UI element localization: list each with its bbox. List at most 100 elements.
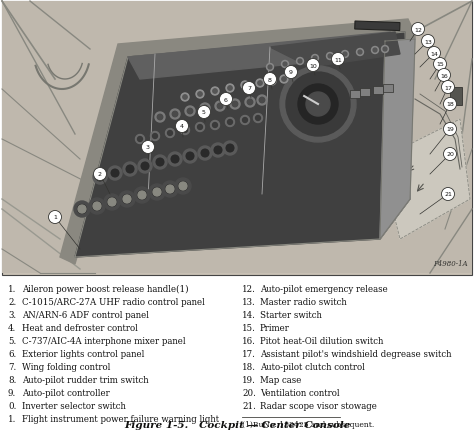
- Polygon shape: [270, 33, 400, 68]
- Circle shape: [186, 153, 194, 161]
- Circle shape: [92, 202, 101, 211]
- Circle shape: [179, 183, 187, 191]
- Circle shape: [219, 93, 233, 106]
- Circle shape: [313, 57, 317, 61]
- Circle shape: [134, 187, 150, 204]
- Text: AN/ARN-6 ADF control panel: AN/ARN-6 ADF control panel: [22, 310, 149, 319]
- Circle shape: [162, 181, 178, 197]
- Circle shape: [243, 118, 247, 123]
- Circle shape: [170, 110, 180, 120]
- Circle shape: [284, 66, 298, 79]
- Circle shape: [157, 115, 163, 121]
- Circle shape: [282, 78, 286, 82]
- Circle shape: [268, 66, 272, 70]
- Text: 4: 4: [180, 124, 184, 129]
- Bar: [218, 103, 222, 111]
- Bar: [383, 85, 393, 93]
- Text: Auto-pilot rudder trim switch: Auto-pilot rudder trim switch: [22, 375, 149, 384]
- Text: 19: 19: [446, 127, 454, 132]
- Text: 14.: 14.: [242, 310, 256, 319]
- Circle shape: [421, 36, 435, 48]
- Polygon shape: [128, 33, 395, 80]
- Circle shape: [137, 191, 146, 200]
- Text: 16: 16: [440, 73, 448, 78]
- Text: 3.: 3.: [8, 310, 16, 319]
- Circle shape: [155, 113, 165, 123]
- Circle shape: [171, 156, 179, 164]
- Text: 8: 8: [268, 77, 272, 82]
- Bar: [188, 108, 192, 116]
- Circle shape: [268, 78, 276, 86]
- Text: 7.: 7.: [8, 362, 16, 371]
- Circle shape: [356, 49, 364, 56]
- Bar: [203, 105, 207, 113]
- Text: 15.: 15.: [242, 323, 256, 332]
- Circle shape: [223, 141, 237, 156]
- Circle shape: [247, 100, 253, 105]
- Circle shape: [210, 121, 219, 130]
- Circle shape: [183, 95, 187, 100]
- Text: Inverter selector switch: Inverter selector switch: [22, 401, 126, 410]
- Circle shape: [172, 112, 178, 118]
- Text: 6.: 6.: [8, 349, 16, 358]
- Circle shape: [215, 102, 225, 112]
- Text: 15: 15: [436, 62, 444, 67]
- Text: Ventilation control: Ventilation control: [260, 388, 340, 397]
- Circle shape: [195, 123, 204, 132]
- Text: Wing folding control: Wing folding control: [22, 362, 110, 371]
- Polygon shape: [75, 33, 410, 257]
- Circle shape: [213, 89, 217, 94]
- Text: (1)BuNo. 132425 and subsequent.: (1)BuNo. 132425 and subsequent.: [242, 420, 374, 428]
- Circle shape: [198, 92, 202, 97]
- Circle shape: [328, 55, 332, 59]
- Text: Auto-pilot emergency release: Auto-pilot emergency release: [260, 284, 388, 293]
- Bar: [260, 97, 264, 105]
- Text: 9: 9: [289, 70, 293, 76]
- Circle shape: [298, 85, 338, 125]
- Circle shape: [165, 129, 174, 138]
- Polygon shape: [60, 20, 415, 264]
- Circle shape: [93, 168, 107, 181]
- Circle shape: [411, 23, 425, 36]
- Bar: [158, 114, 162, 122]
- Circle shape: [185, 107, 195, 117]
- Circle shape: [165, 185, 174, 194]
- Circle shape: [341, 51, 348, 58]
- Circle shape: [286, 73, 350, 137]
- Circle shape: [183, 150, 197, 164]
- Circle shape: [297, 58, 303, 66]
- Circle shape: [182, 128, 188, 133]
- Circle shape: [96, 174, 104, 181]
- Circle shape: [228, 120, 232, 125]
- Text: Primer: Primer: [260, 323, 290, 332]
- Polygon shape: [2, 2, 472, 273]
- Circle shape: [282, 61, 289, 68]
- Circle shape: [444, 98, 456, 111]
- Text: P4980-1A: P4980-1A: [433, 260, 468, 267]
- Circle shape: [181, 126, 190, 135]
- Circle shape: [307, 59, 319, 72]
- Text: Pitot heat-Oil dilution switch: Pitot heat-Oil dilution switch: [260, 336, 383, 345]
- Text: 10: 10: [309, 63, 317, 68]
- Text: 1: 1: [53, 215, 57, 220]
- Text: 2.: 2.: [8, 297, 16, 306]
- Circle shape: [108, 198, 116, 207]
- Circle shape: [259, 98, 265, 104]
- Circle shape: [266, 64, 273, 71]
- Circle shape: [243, 84, 247, 88]
- Text: 6: 6: [224, 97, 228, 102]
- Circle shape: [255, 116, 261, 121]
- Text: 2: 2: [98, 172, 102, 177]
- Circle shape: [141, 163, 149, 171]
- Circle shape: [149, 184, 165, 201]
- Circle shape: [168, 153, 182, 167]
- Text: 21.: 21.: [242, 401, 256, 410]
- Circle shape: [257, 96, 267, 106]
- Text: 1.: 1.: [8, 414, 17, 423]
- Circle shape: [382, 46, 389, 53]
- Circle shape: [214, 147, 222, 155]
- Circle shape: [230, 100, 240, 110]
- Circle shape: [245, 98, 255, 108]
- Circle shape: [93, 171, 107, 184]
- Circle shape: [198, 125, 202, 130]
